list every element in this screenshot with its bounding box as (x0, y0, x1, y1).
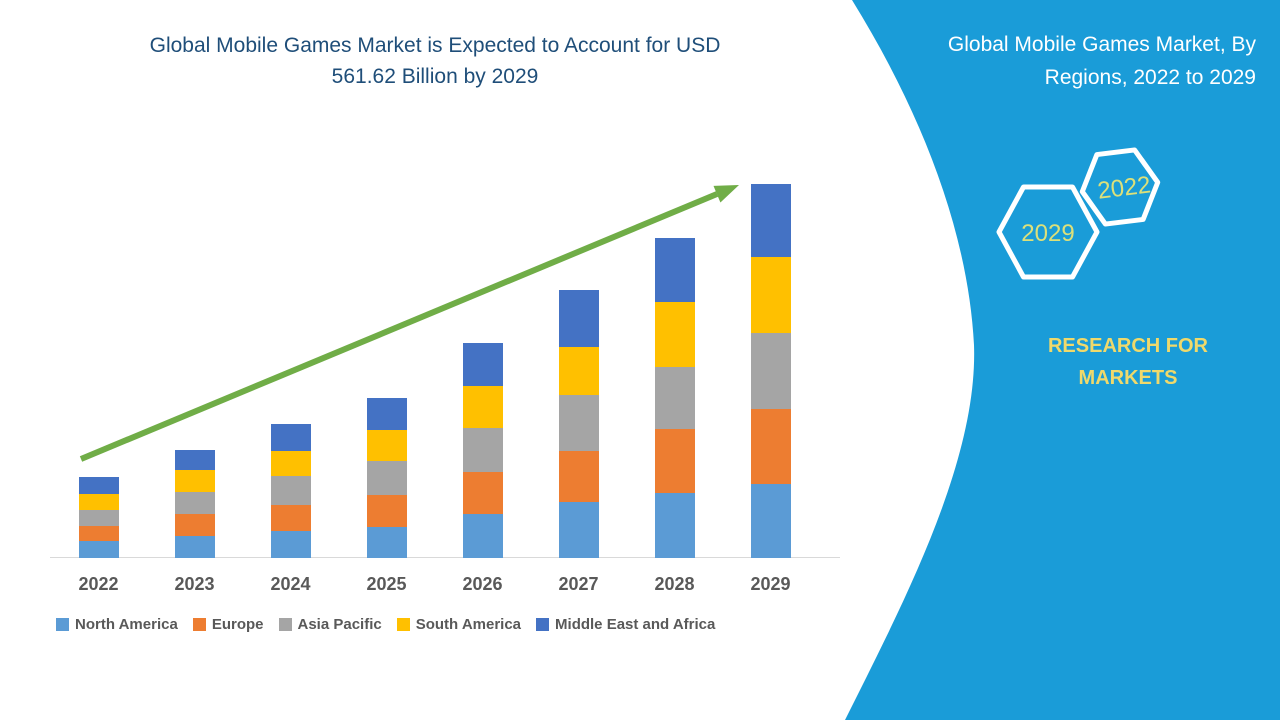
bar-2028-segment-north-america (654, 492, 695, 558)
bar-2029 (750, 184, 791, 558)
bar-2025-segment-north-america (366, 527, 407, 558)
bar-2026-segment-north-america (462, 514, 503, 558)
chart-section: Global Mobile Games Market is Expected t… (50, 30, 840, 633)
brand-text: RESEARCH FOR MARKETS (1028, 330, 1228, 394)
brand-line-2: MARKETS (1078, 367, 1178, 389)
legend-label: North America (75, 616, 178, 633)
bar-2022-segment-europe (78, 525, 119, 542)
hexagon-2022-outline-icon (1079, 147, 1161, 227)
bar-2022 (78, 477, 119, 558)
bar-2023-segment-north-america (174, 536, 215, 558)
x-axis-label-2023: 2023 (174, 574, 215, 594)
plot-area: 2022 2023 2024 2025 2026 2027 2028 2029 (50, 184, 840, 594)
bar-2023-segment-asia-pacific (174, 492, 215, 515)
x-axis-label-2022: 2022 (78, 574, 119, 594)
bar-2029-segment-europe (750, 408, 791, 484)
bar-2029-segment-south-america (750, 257, 791, 334)
bar-2025-segment-europe (366, 494, 407, 528)
panel-title-line-1: Global Mobile Games Market, By (947, 33, 1256, 56)
legend-item-middle-east-and-africa: Middle East and Africa (536, 616, 715, 633)
hexagon-2022-label: 2022 (1096, 171, 1152, 204)
legend-item-asia-pacific: Asia Pacific (278, 616, 382, 633)
hexagon-2029-label: 2029 (1021, 220, 1074, 247)
legend-item-north-america: North America (56, 616, 178, 633)
bar-2023-segment-south-america (174, 470, 215, 493)
hexagon-2029-outline-icon (996, 184, 1100, 280)
bar-2022-segment-middle-east-and-africa (78, 477, 119, 494)
chart-legend: North America Europe Asia Pacific South Ame… (56, 616, 715, 633)
x-axis-label-2029: 2029 (750, 574, 791, 594)
hexagon-2022: 2022 (1079, 147, 1161, 227)
x-axis-label-2024: 2024 (270, 574, 311, 594)
legend-swatch-icon (536, 618, 550, 631)
legend-swatch-icon (192, 618, 206, 631)
brand-line-1: RESEARCH FOR (1047, 335, 1208, 357)
x-axis-label-2027: 2027 (558, 574, 599, 594)
panel-title-line-2: Regions, 2022 to 2029 (1044, 66, 1256, 89)
bar-2029-segment-middle-east-and-africa (750, 184, 791, 258)
chart-title-line-1: Global Mobile Games Market is Expected t… (149, 34, 721, 57)
blue-panel-shape (845, 0, 1280, 720)
bar-2025-segment-asia-pacific (366, 460, 407, 495)
bar-2024-segment-north-america (270, 531, 311, 558)
legend-swatch-icon (396, 618, 410, 631)
bar-2029-segment-north-america (750, 483, 791, 558)
bar-2023-segment-europe (174, 514, 215, 537)
legend-label: Asia Pacific (297, 616, 382, 633)
legend-item-south-america: South America (396, 616, 522, 633)
hexagon-2029: 2029 (996, 184, 1100, 280)
x-axis-label-2028: 2028 (654, 574, 695, 594)
bar-2026-segment-europe (462, 471, 503, 515)
bar-2023 (174, 449, 215, 558)
legend-label: Middle East and Africa (555, 616, 716, 633)
x-axis-label-2025: 2025 (366, 574, 407, 594)
x-axis-line (50, 557, 840, 558)
chart-title: Global Mobile Games Market is Expected t… (80, 30, 790, 92)
legend-swatch-icon (56, 618, 69, 631)
x-axis-label-2026: 2026 (462, 574, 503, 594)
chart-title-line-2: 561.62 Billion by 2029 (331, 65, 539, 88)
legend-item-europe: Europe (192, 616, 264, 633)
bar-2024-segment-asia-pacific (270, 476, 311, 505)
legend-label: South America (415, 616, 522, 633)
bar-2022-segment-north-america (78, 541, 119, 558)
panel-title: Global Mobile Games Market, By Regions, … (876, 28, 1256, 94)
bar-2029-segment-asia-pacific (750, 333, 791, 409)
bar-2024-segment-europe (270, 504, 311, 532)
legend-swatch-icon (278, 618, 292, 631)
bar-2022-segment-asia-pacific (78, 510, 119, 526)
bar-2027-segment-north-america (558, 501, 599, 558)
legend-label: Europe (211, 616, 264, 633)
bar-2022-segment-south-america (78, 493, 119, 511)
